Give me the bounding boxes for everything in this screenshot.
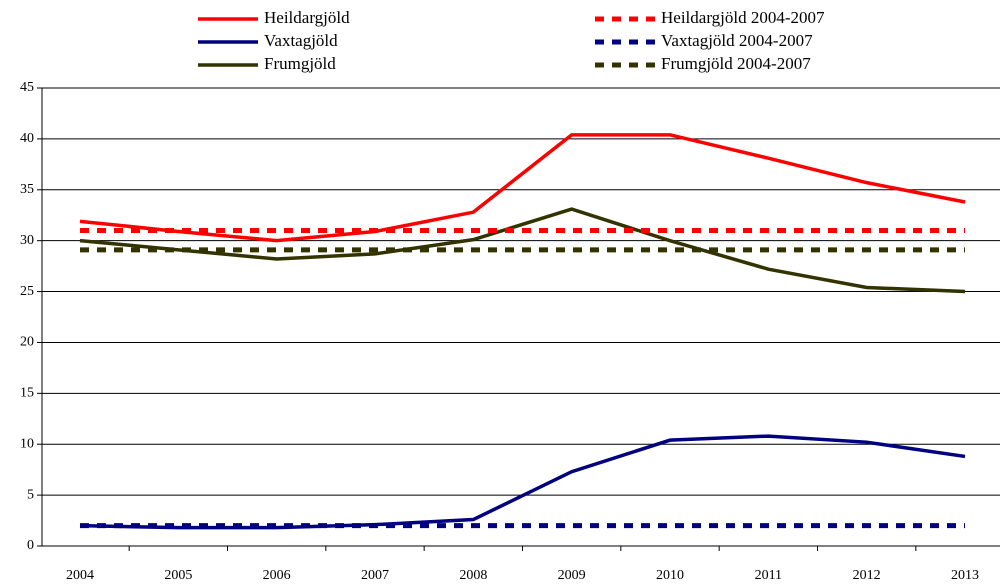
- x-tick-label: 2008: [459, 568, 487, 583]
- y-tick-label: 10: [20, 436, 34, 451]
- legend-label: Frumgjöld: [264, 54, 336, 73]
- y-tick-label: 5: [27, 487, 34, 502]
- x-tick-label: 2011: [755, 568, 782, 583]
- x-tick-label: 2012: [853, 568, 881, 583]
- y-tick-label: 25: [20, 284, 34, 299]
- y-tick-label: 35: [20, 182, 34, 197]
- x-tick-label: 2006: [263, 568, 291, 583]
- x-tick-label: 2007: [361, 568, 389, 583]
- y-tick-label: 15: [20, 386, 34, 401]
- series-line: [79, 207, 966, 294]
- legend-label: Vaxtagjöld: [264, 31, 338, 50]
- series-line: [79, 434, 966, 530]
- y-tick-label: 30: [20, 233, 34, 248]
- legend: Heildargjöld Vaxtagjöld Frumgjöld Heildargj…: [198, 8, 825, 73]
- y-tick-label: 40: [20, 131, 34, 146]
- legend-label: Heildargjöld: [264, 8, 350, 27]
- x-tick-label: 2013: [951, 568, 979, 583]
- legend-label: Vaxtagjöld 2004-2007: [661, 31, 813, 50]
- series-line: [79, 133, 966, 243]
- x-tick-label: 2010: [656, 568, 684, 583]
- legend-label: Frumgjöld 2004-2007: [661, 54, 811, 73]
- x-tick-label: 2004: [66, 568, 94, 583]
- y-tick-label: 45: [20, 80, 34, 95]
- legend-label: Heildargjöld 2004-2007: [661, 8, 825, 27]
- y-tick-label: 0: [27, 538, 34, 553]
- x-tick-label: 2009: [558, 568, 586, 583]
- y-tick-label: 20: [20, 335, 34, 350]
- x-tick-label: 2005: [164, 568, 192, 583]
